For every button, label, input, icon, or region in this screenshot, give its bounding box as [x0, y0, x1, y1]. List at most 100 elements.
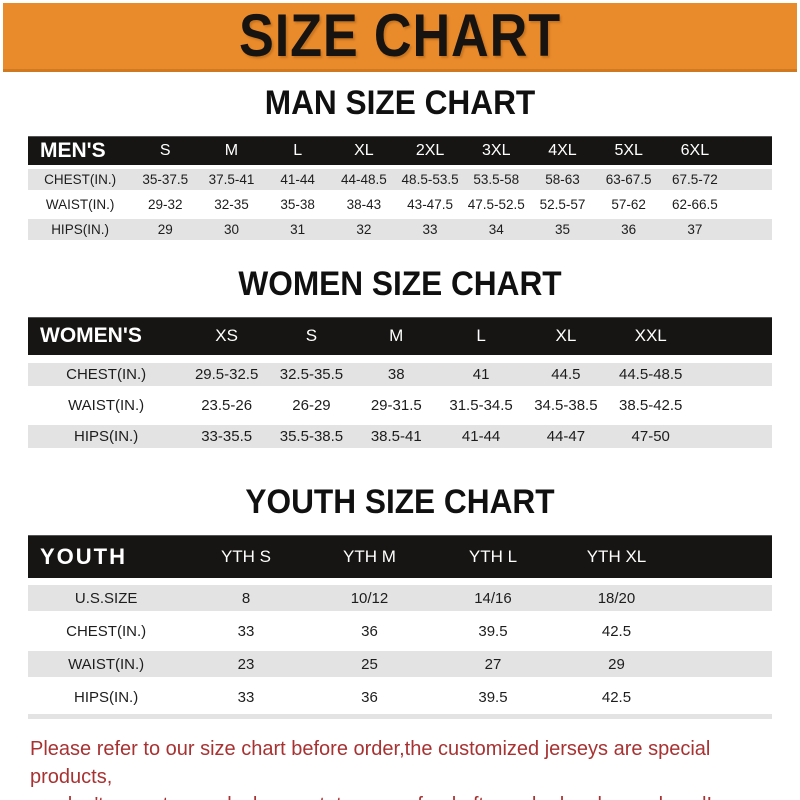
value-cell: 33: [237, 622, 255, 640]
value-cell: 36: [621, 222, 637, 237]
table-row: HIPS(IN.) 33 36 39.5 42.5: [28, 684, 772, 710]
table-header-row: MEN'S S M L XL 2XL 3XL 4XL 5XL 6XL: [28, 136, 772, 165]
value-cell: 42.5: [601, 688, 632, 706]
table-row: HIPS(IN.) 29 30 31 32 33 34 35 36 37: [28, 219, 772, 240]
section-youth-size-chart: YOUTH SIZE CHART YOUTH YTH S YTH M YTH L YTH …: [0, 484, 800, 719]
value-cell: 38.5-41: [370, 428, 422, 445]
row-label: HIPS(IN.): [74, 688, 139, 706]
value-cell: 32.5-35.5: [279, 366, 344, 383]
size-header-cell: 5XL: [614, 141, 643, 159]
value-cell: 29.5-32.5: [194, 366, 259, 383]
size-table-man-size-chart: MEN'S S M L XL 2XL 3XL 4XL 5XL 6XL CHEST(IN.) 35-37…: [28, 136, 772, 240]
size-header-cell: 6XL: [680, 141, 710, 159]
footnote: Please refer to our size chart before or…: [30, 735, 770, 800]
table-bottom-strip: [28, 714, 772, 719]
value-cell: 62-66.5: [671, 197, 718, 212]
size-header-cell: L: [293, 141, 303, 159]
value-cell: 32-35: [214, 197, 249, 212]
value-cell: 41-44: [280, 172, 315, 187]
size-header-cell: XL: [555, 326, 577, 345]
value-cell: 23: [237, 655, 255, 673]
row-label: HIPS(IN.): [51, 222, 109, 237]
table-header-label: WOMEN'S: [40, 324, 142, 347]
value-cell: 52.5-57: [539, 197, 586, 212]
value-cell: 43-47.5: [407, 197, 453, 212]
section-title: MAN SIZE CHART: [264, 84, 536, 122]
size-header-cell: 4XL: [548, 141, 577, 159]
row-label: CHEST(IN.): [66, 366, 147, 383]
value-cell: 8: [241, 589, 251, 607]
value-cell: 42.5: [601, 622, 632, 640]
value-cell: 44-48.5: [340, 172, 387, 187]
value-cell: 38.5-42.5: [619, 397, 683, 414]
value-cell: 37.5-41: [208, 172, 255, 187]
value-cell: 35-38: [280, 197, 315, 212]
value-cell: 29-32: [147, 197, 183, 212]
value-cell: 36: [361, 688, 378, 706]
row-label: WAIST(IN.): [68, 397, 145, 414]
value-cell: 41-44: [461, 428, 501, 445]
value-cell: 32: [356, 222, 372, 237]
size-header-cell: YTH S: [220, 546, 272, 566]
value-cell: 35-37.5: [142, 172, 189, 187]
value-cell: 35.5-38.5: [279, 428, 344, 445]
value-cell: 44-47: [546, 428, 586, 445]
table-row: CHEST(IN.) 33 36 39.5 42.5: [28, 618, 772, 644]
value-cell: 47.5-52.5: [467, 197, 525, 212]
value-cell: 14/16: [474, 589, 512, 607]
value-cell: 38: [387, 366, 405, 383]
banner: SIZE CHART: [3, 3, 797, 72]
section-title: WOMEN SIZE CHART: [238, 265, 562, 303]
value-cell: 33: [422, 222, 438, 237]
value-cell: 39.5: [478, 622, 508, 640]
row-label: WAIST(IN.): [45, 197, 115, 212]
section-title: YOUTH SIZE CHART: [245, 483, 555, 521]
size-header-cell: M: [224, 141, 239, 159]
value-cell: 29: [157, 222, 173, 237]
row-label: HIPS(IN.): [74, 428, 139, 445]
size-header-cell: M: [389, 326, 404, 345]
value-cell: 29-31.5: [370, 397, 422, 414]
value-cell: 35: [554, 222, 570, 237]
value-cell: 23.5-26: [201, 397, 253, 414]
value-cell: 25: [361, 655, 378, 673]
size-header-cell: XS: [215, 326, 238, 345]
size-table-women-size-chart: WOMEN'S XS S M L XL XXL CHEST(IN.) 29.5-32.5 32.5…: [28, 317, 772, 448]
table-row: U.S.SIZE 8 10/12 14/16 18/20: [28, 585, 772, 611]
table-row: CHEST(IN.) 29.5-32.5 32.5-35.5 38 41 44.5 44.5…: [28, 363, 772, 386]
value-cell: 47-50: [631, 428, 670, 445]
value-cell: 31: [290, 222, 306, 237]
value-cell: 18/20: [597, 589, 636, 607]
row-label: CHEST(IN.): [44, 172, 117, 187]
size-header-cell: XL: [354, 141, 374, 159]
size-header-cell: L: [476, 326, 486, 345]
row-label: WAIST(IN.): [68, 655, 145, 673]
table-row: CHEST(IN.) 35-37.5 37.5-41 41-44 44-48.5 48.5…: [28, 169, 772, 190]
value-cell: 33-35.5: [201, 428, 253, 445]
value-cell: 58-63: [545, 172, 580, 187]
value-cell: 10/12: [350, 589, 389, 607]
table-row: WAIST(IN.) 29-32 32-35 35-38 38-43 43-47.5 47.…: [28, 194, 772, 215]
value-cell: 34.5-38.5: [534, 397, 598, 414]
table-header-row: YOUTH YTH S YTH M YTH L YTH XL: [28, 535, 772, 578]
value-cell: 38-43: [346, 197, 382, 212]
sections-container: MAN SIZE CHART MEN'S S M L XL 2XL 3XL 4XL 5XL 6XL C…: [0, 85, 800, 719]
size-header-cell: YTH M: [343, 546, 396, 566]
footnote-line1: Please refer to our size chart before or…: [30, 738, 711, 788]
table-header-row: WOMEN'S XS S M L XL XXL: [28, 317, 772, 355]
size-header-cell: S: [159, 141, 171, 159]
value-cell: 31.5-34.5: [449, 397, 513, 414]
table-row: HIPS(IN.) 33-35.5 35.5-38.5 38.5-41 41-44 44-…: [28, 425, 772, 448]
value-cell: 39.5: [478, 688, 508, 706]
value-cell: 44.5: [551, 366, 581, 383]
row-label: CHEST(IN.): [66, 622, 147, 640]
table-row: WAIST(IN.) 23.5-26 26-29 29-31.5 31.5-34.5 34…: [28, 394, 772, 417]
size-table-youth-size-chart: YOUTH YTH S YTH M YTH L YTH XL U.S.SIZE 8 10/12…: [28, 535, 772, 719]
banner-title: SIZE CHART: [239, 2, 561, 69]
value-cell: 63-67.5: [605, 172, 652, 187]
value-cell: 29: [608, 655, 625, 673]
value-cell: 53.5-58: [473, 172, 520, 187]
value-cell: 41: [472, 366, 490, 383]
value-cell: 26-29: [292, 397, 331, 414]
